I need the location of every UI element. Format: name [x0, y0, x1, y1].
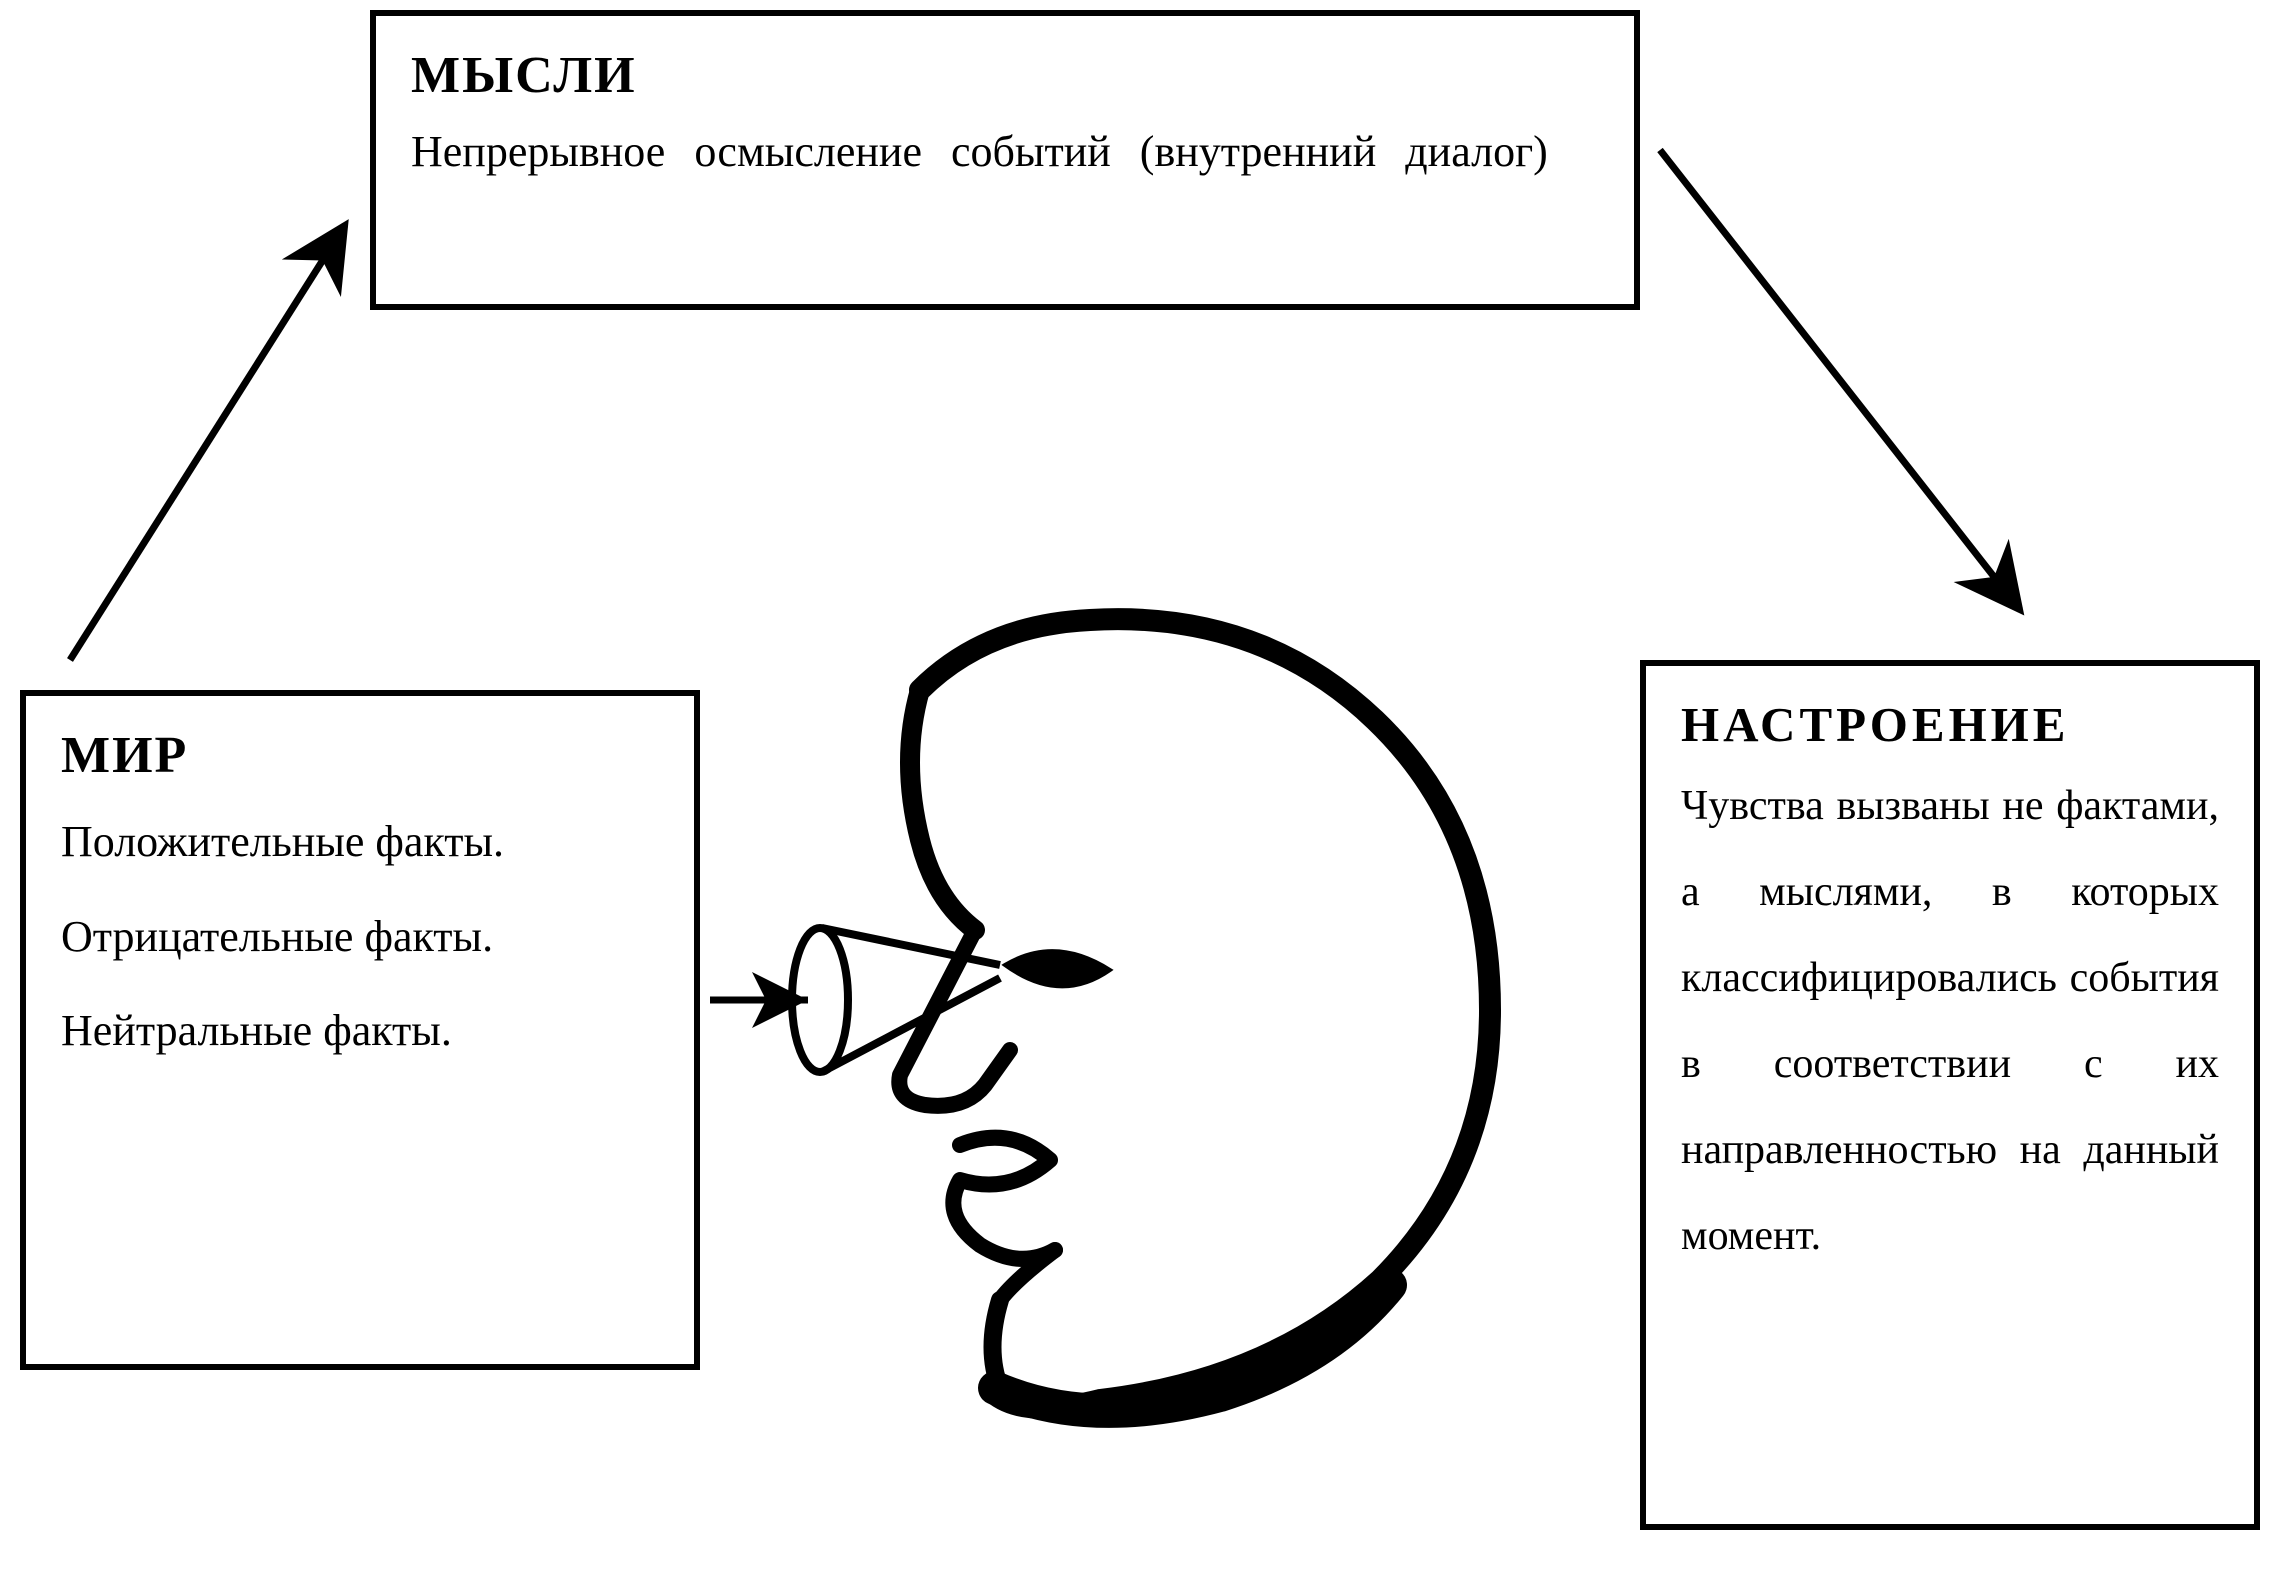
node-world-body-3: Нейтральные факты. — [61, 984, 659, 1079]
node-thoughts: МЫСЛИ Непрерывное осмысление событий (вн… — [370, 10, 1640, 310]
node-thoughts-body: Непрерывное осмысление событий (внутренн… — [411, 115, 1599, 190]
node-mood: НАСТРОЕНИЕ Чувства вызваны не фактами, а… — [1640, 660, 2260, 1530]
node-mood-title: НАСТРОЕНИЕ — [1681, 696, 2219, 753]
node-world-body-1: Положительные факты. — [61, 795, 659, 890]
edge-thoughts-to-mood — [1660, 150, 2020, 610]
node-world-body-2: Отрицательные факты. — [61, 890, 659, 985]
node-world-title: МИР — [61, 726, 659, 785]
head-illustration — [710, 619, 1490, 1411]
edge-world-to-thoughts — [70, 225, 345, 660]
diagram-container: МЫСЛИ Непрерывное осмысление событий (вн… — [0, 0, 2283, 1578]
node-mood-body: Чувства вызваны не фактами, а мыслями, в… — [1681, 763, 2219, 1280]
node-world: МИР Положительные факты. Отрицательные ф… — [20, 690, 700, 1370]
node-thoughts-title: МЫСЛИ — [411, 46, 1599, 105]
